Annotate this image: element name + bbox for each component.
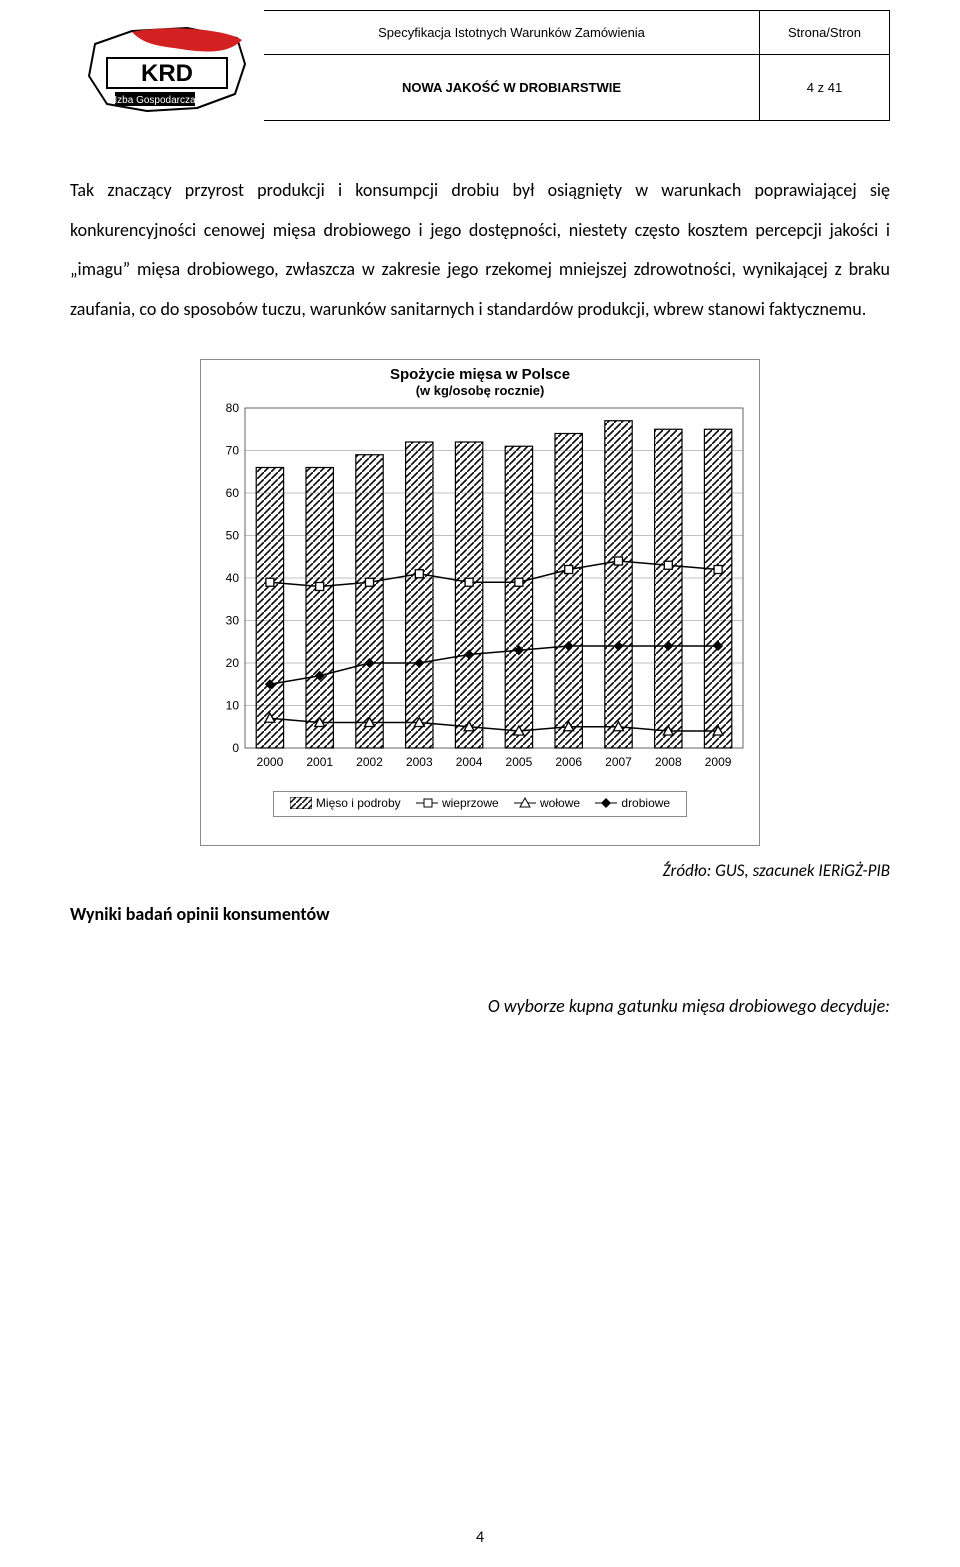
svg-text:Izba Gospodarcza: Izba Gospodarcza	[114, 95, 196, 106]
svg-text:2000: 2000	[257, 755, 284, 769]
logo-cell: KRD Izba Gospodarcza	[71, 11, 264, 121]
legend-drobiowe: drobiowe	[595, 796, 670, 810]
consumption-chart: Spożycie mięsa w Polsce (w kg/osobę rocz…	[200, 359, 760, 846]
svg-text:70: 70	[226, 444, 240, 458]
svg-text:2009: 2009	[705, 755, 732, 769]
svg-text:KRD: KRD	[141, 60, 193, 87]
svg-text:40: 40	[226, 571, 240, 585]
section-heading: Wyniki badań opinii konsumentów	[70, 903, 890, 925]
chart-title: Spożycie mięsa w Polsce	[201, 360, 759, 383]
chart-source: Źródło: GUS, szacunek IERiGŻ-PIB	[70, 860, 890, 881]
svg-text:2001: 2001	[306, 755, 333, 769]
svg-text:0: 0	[232, 741, 239, 755]
svg-text:2006: 2006	[555, 755, 582, 769]
svg-text:2005: 2005	[506, 755, 533, 769]
svg-text:2002: 2002	[356, 755, 383, 769]
svg-text:50: 50	[226, 529, 240, 543]
svg-text:2003: 2003	[406, 755, 433, 769]
body-paragraph: Tak znaczący przyrost produkcji i konsum…	[70, 171, 890, 329]
svg-text:60: 60	[226, 486, 240, 500]
svg-text:80: 80	[226, 402, 240, 415]
legend-wolowe: wołowe	[514, 796, 580, 810]
legend-wieprzowe: wieprzowe	[416, 796, 499, 810]
svg-text:30: 30	[226, 614, 240, 628]
svg-text:2004: 2004	[456, 755, 483, 769]
chart-subtitle: (w kg/osobę rocznie)	[201, 383, 759, 398]
svg-text:10: 10	[226, 699, 240, 713]
final-line: O wyborze kupna gatunku mięsa drobiowego…	[70, 995, 890, 1017]
legend-bars: Mięso i podroby	[290, 796, 401, 810]
chart-legend: Mięso i podroby wieprzowe wołowe drobiow…	[273, 791, 687, 817]
page-no: 4 z 41	[760, 55, 890, 121]
doc-header: KRD Izba Gospodarcza Specyfikacja Istotn…	[70, 10, 890, 121]
svg-text:20: 20	[226, 656, 240, 670]
page-number: 4	[476, 1528, 484, 1547]
page-label: Strona/Stron	[760, 11, 890, 55]
spec-title: Specyfikacja Istotnych Warunków Zamówien…	[264, 11, 760, 55]
main-title: NOWA JAKOŚĆ W DROBIARSTWIE	[264, 55, 760, 121]
svg-text:2007: 2007	[605, 755, 632, 769]
svg-text:2008: 2008	[655, 755, 682, 769]
